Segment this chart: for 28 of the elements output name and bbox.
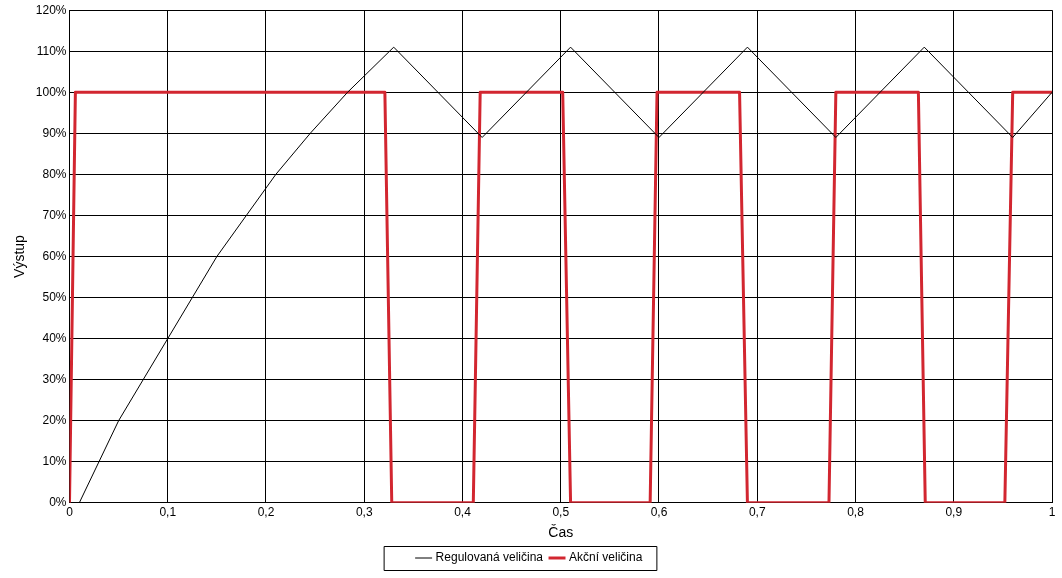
x-tick-label: 0,6 bbox=[650, 505, 668, 520]
y-tick-label: 110% bbox=[36, 43, 67, 58]
x-tick-label: 0,2 bbox=[257, 505, 275, 520]
x-tick-label: 0 bbox=[66, 505, 74, 520]
legend-label: Regulovaná veličina bbox=[435, 550, 544, 565]
y-tick-label: 0% bbox=[49, 495, 67, 510]
y-tick-label: 100% bbox=[35, 84, 67, 99]
y-tick-label: 10% bbox=[42, 454, 67, 469]
y-tick-label: 20% bbox=[42, 413, 67, 428]
legend-label: Akční veličina bbox=[569, 550, 643, 565]
y-tick-label: 40% bbox=[42, 330, 67, 345]
y-tick-label: 30% bbox=[42, 371, 67, 386]
x-tick-label: 0,1 bbox=[159, 505, 177, 520]
y-axis-title: Výstup bbox=[11, 234, 28, 278]
y-tick-label: 70% bbox=[42, 207, 67, 222]
y-tick-label: 50% bbox=[42, 289, 67, 304]
y-tick-label: 90% bbox=[42, 125, 67, 140]
x-tick-label: 1 bbox=[1048, 505, 1056, 520]
x-tick-label: 0,9 bbox=[945, 505, 963, 520]
x-tick-label: 0,8 bbox=[847, 505, 865, 520]
x-axis-title: Čas bbox=[548, 524, 574, 541]
y-tick-label: 120% bbox=[35, 2, 67, 17]
x-tick-label: 0,5 bbox=[552, 505, 570, 520]
y-tick-label: 80% bbox=[42, 166, 67, 181]
x-tick-label: 0,3 bbox=[355, 505, 373, 520]
x-tick-label: 0,7 bbox=[748, 505, 766, 520]
x-tick-label: 0,4 bbox=[454, 505, 472, 520]
y-tick-label: 60% bbox=[42, 248, 67, 263]
